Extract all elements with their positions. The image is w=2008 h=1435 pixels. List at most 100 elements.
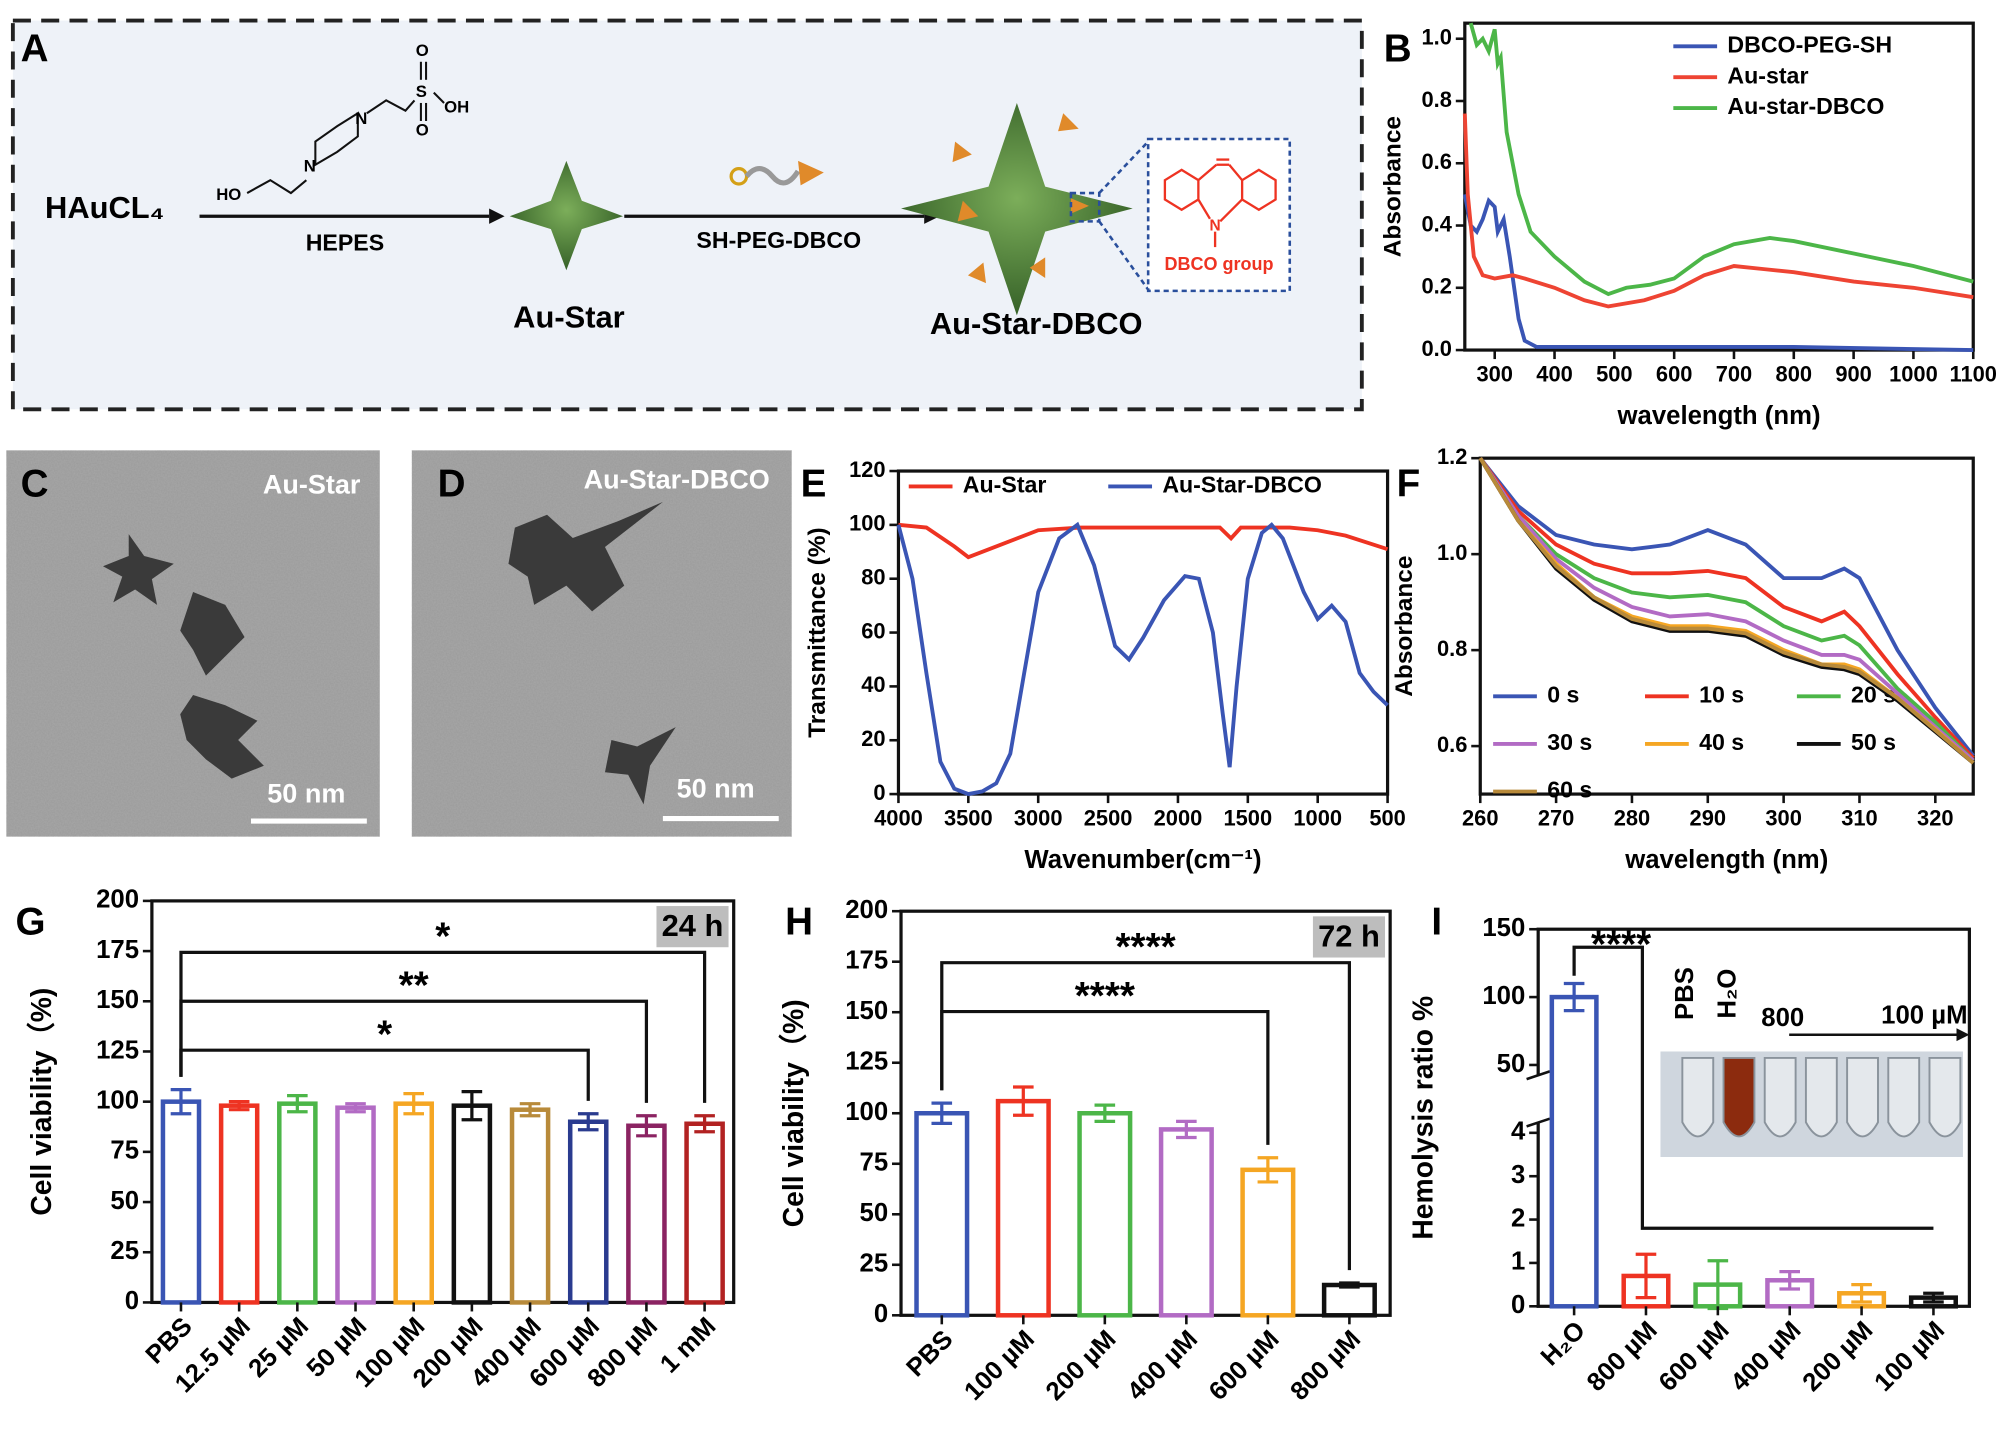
- atom: N: [1210, 218, 1221, 235]
- inset-label: PBS: [1671, 967, 1699, 1020]
- micrograph-d: D Au-Star-DBCO 50 nm: [411, 450, 792, 837]
- x-tick-label: 310: [1841, 806, 1878, 831]
- panel-letter: A: [21, 28, 49, 71]
- y-tick-label: 150: [1482, 914, 1525, 942]
- x-tick-label: PBS: [901, 1325, 958, 1382]
- y-tick-label: 25: [110, 1237, 139, 1265]
- atom: OH: [444, 98, 469, 117]
- bar: [1077, 1110, 1133, 1318]
- x-tick-label: 100 µM: [959, 1325, 1040, 1406]
- axes-frame: [1463, 21, 1975, 352]
- panel-letter: D: [438, 463, 466, 506]
- tem-noise: [411, 450, 792, 837]
- bar: [1549, 994, 1599, 1309]
- x-tick-label: 3000: [1014, 806, 1063, 831]
- x-tick-label: 600: [1656, 362, 1693, 387]
- x-tick-label: 500: [1596, 362, 1633, 387]
- x-tick-label: 25 µM: [243, 1312, 314, 1383]
- particles: [508, 501, 676, 805]
- x-tick-label: 800: [1776, 362, 1813, 387]
- micrograph-c: C Au-Star 50 nm: [6, 450, 380, 837]
- reagent: SH-PEG-DBCO: [696, 227, 861, 253]
- legend-label: Au-star-DBCO: [1727, 93, 1884, 119]
- image-title: Au-Star-DBCO: [584, 464, 770, 494]
- panel-letter: F: [1397, 463, 1421, 506]
- y-tick-label: 125: [96, 1036, 139, 1064]
- error-bar: [1176, 1119, 1197, 1140]
- y-tick-label: 0.8: [1422, 87, 1452, 112]
- x-tick-label: 400 µM: [1122, 1325, 1203, 1406]
- y-tick-label: 25: [860, 1250, 889, 1278]
- y-tick-label: 200: [96, 886, 139, 914]
- atom: N: [304, 157, 316, 176]
- x-tick-label: 300: [1765, 806, 1802, 831]
- inset-label: 100 µM: [1881, 1002, 1967, 1030]
- significance-label: *: [435, 916, 450, 959]
- y-tick-label: 0: [125, 1287, 139, 1315]
- bar: [995, 1098, 1051, 1318]
- error-bar: [694, 1114, 715, 1134]
- significance-label: *: [377, 1014, 392, 1057]
- x-tick-label: 2000: [1154, 806, 1203, 831]
- y-axis-label: Absorbance: [1391, 556, 1418, 697]
- y-tick-label: 75: [110, 1137, 139, 1165]
- error-bar: [1923, 1291, 1944, 1304]
- error-bar: [170, 1088, 192, 1116]
- product: Au-Star: [513, 299, 625, 334]
- au-star-dbco: [901, 102, 1133, 316]
- atom: O: [416, 41, 429, 60]
- y-tick-label: 120: [849, 457, 886, 482]
- atom: N: [355, 109, 367, 128]
- x-tick-label: 3500: [944, 806, 993, 831]
- legend-label: Au-star: [1727, 62, 1808, 88]
- bar: [1321, 1282, 1377, 1318]
- tube: [1928, 1056, 1962, 1138]
- dbco-icon: [798, 160, 824, 186]
- legend-label: 60 s: [1547, 777, 1592, 803]
- y-tick-label: 40: [861, 672, 885, 697]
- x-tick-label: 1000: [1293, 806, 1342, 831]
- y-tick-label: 0.6: [1437, 732, 1467, 757]
- x-tick-label: 320: [1917, 806, 1954, 831]
- inset-label: H₂O: [1713, 969, 1741, 1019]
- significance-bracket: [1572, 945, 1934, 1230]
- x-axis-label: wavelength (nm): [1616, 402, 1820, 430]
- panel-letter: C: [21, 463, 49, 506]
- significance-label: ****: [1591, 923, 1651, 966]
- bar: [914, 1110, 970, 1318]
- y-tick-label: 1.0: [1437, 540, 1467, 565]
- legend-label: 50 s: [1851, 729, 1896, 755]
- au-star: [509, 160, 623, 271]
- x-tick-label: 260: [1462, 806, 1499, 831]
- y-tick-label: 100: [1482, 982, 1525, 1010]
- x-tick-label: 290: [1690, 806, 1727, 831]
- inset-label: DBCO group: [1164, 254, 1273, 274]
- image-title: Au-Star: [263, 470, 361, 500]
- x-tick-label: 300: [1476, 362, 1513, 387]
- error-bar: [1257, 1156, 1279, 1184]
- y-tick-label: 100: [845, 1098, 888, 1126]
- tube: [1846, 1056, 1879, 1138]
- data-line: [1462, 113, 1974, 309]
- x-tick-label: 2500: [1084, 806, 1133, 831]
- error-bar: [1094, 1103, 1116, 1123]
- legend-label: Au-Star: [963, 472, 1047, 498]
- y-tick-label: 50: [860, 1199, 889, 1227]
- bar: [277, 1101, 318, 1305]
- significance-bracket: [179, 999, 649, 1103]
- y-axis-label: Hemolysis ratio %: [1406, 996, 1438, 1240]
- time-label: 24 h: [662, 908, 724, 943]
- chart-bar: G 0 25 50 75 100 125 150 175 200 Cell viability（%)…: [15, 886, 736, 1398]
- bar: [1240, 1167, 1296, 1318]
- y-tick-label: 80: [861, 565, 885, 590]
- error-bar: [1563, 981, 1585, 1013]
- data-line: [1478, 457, 1975, 765]
- x-tick-label: 1 mM: [655, 1312, 721, 1378]
- tube: [1681, 1056, 1715, 1138]
- data-line: [1478, 457, 1975, 762]
- bar: [451, 1103, 493, 1305]
- data-line: [898, 522, 1389, 560]
- legend-label: 40 s: [1699, 729, 1744, 755]
- y-tick-label: 100: [96, 1086, 139, 1114]
